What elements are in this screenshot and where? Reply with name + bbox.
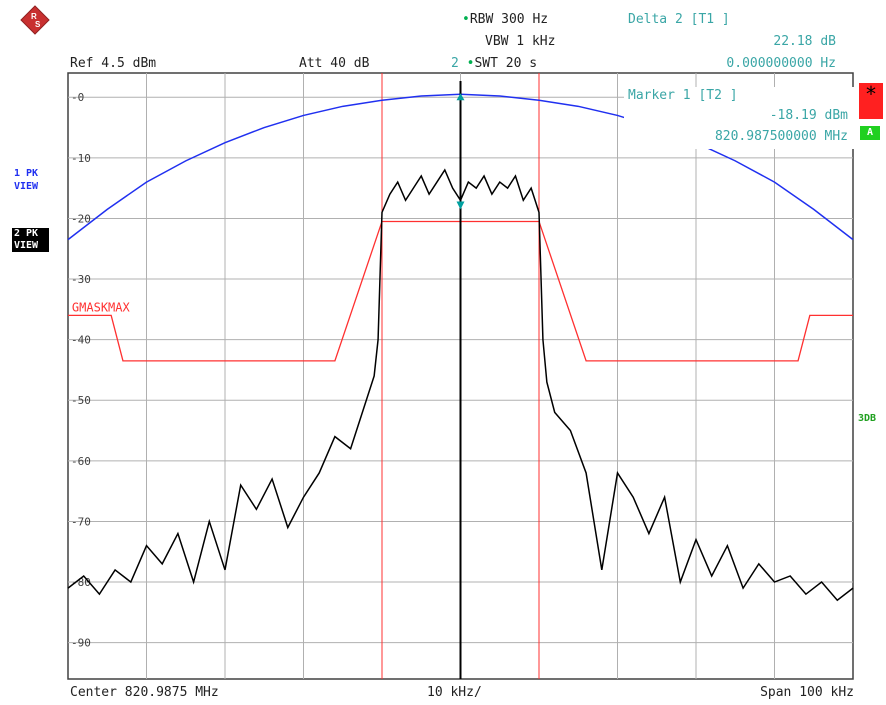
delta-level: 22.18 dB [773,34,836,49]
y-tick-label: -70 [71,515,91,528]
division-label: 10 kHz/ [427,685,482,700]
marker-frequency: 820.987500000 MHz [714,129,848,144]
span-label: Span 100 kHz [760,685,854,700]
center-frequency: Center 820.9875 MHz [70,685,219,700]
y-ticks: -0-10-20-30-40-50-60-70-80-90 [71,91,91,649]
three-db-label: 3DB [858,413,877,424]
delta-title: Delta 2 [T1 ] [628,12,730,27]
trace1-view: VIEW [14,181,39,192]
rohde-schwarz-logo-icon: R S [20,5,50,35]
a-badge: A [860,126,880,140]
swt-marker-dot: • [458,56,475,71]
marker-2-triangle [456,93,465,101]
svg-text:R: R [31,12,37,21]
y-tick-label: -30 [71,273,91,286]
rbw-setting: •RBW 300 Hz [462,13,548,27]
swt-label: SWT 20 s [474,56,538,71]
y-tick-label: -0 [71,91,84,104]
trace2-mode: 2 PK [14,228,39,239]
y-tick-label: -40 [71,334,91,347]
marker-info-box: Marker 1 [T2 ] -18.19 dBm 820.987500000 … [624,87,854,149]
swt-setting: 2 •SWT 20 s [451,57,537,71]
trace1-mode: 1 PK [14,168,39,179]
vbw-label: VBW 1 kHz [485,34,556,49]
y-tick-label: -10 [71,152,91,165]
marker-1-triangle [456,201,465,210]
y-tick-label: -90 [71,637,91,650]
y-tick-label: -60 [71,455,91,468]
reference-level: Ref 4.5 dBm [70,56,157,71]
attenuation: Att 40 dB [299,56,370,71]
y-tick-label: -20 [71,212,91,225]
limit-line-label: GMASKMAX [72,300,131,314]
markers-group [456,81,465,679]
delta-frequency: 0.000000000 Hz [726,56,836,71]
y-tick-label: -50 [71,394,91,407]
rbw-marker-dot: • [462,12,470,27]
star-indicator: * [859,83,883,119]
svg-text:S: S [35,20,41,29]
trace1-label: 1 PK VIEW [14,167,38,193]
trace2-label: 2 PK VIEW [12,228,49,252]
rbw-label: RBW 300 Hz [469,12,549,27]
trace2-view: VIEW [14,240,39,251]
trace-number: 2 [451,56,459,71]
marker-title: Marker 1 [T2 ] [628,88,738,103]
marker-level: -18.19 dBm [769,108,848,123]
